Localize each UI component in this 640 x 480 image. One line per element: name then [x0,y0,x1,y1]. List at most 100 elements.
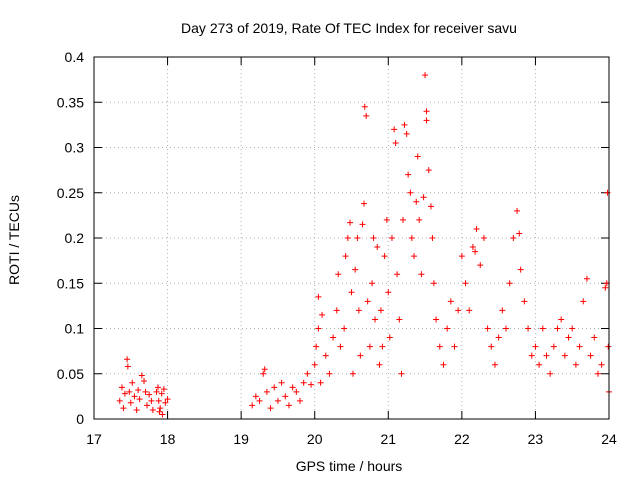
y-tick-label: 0.15 [57,275,84,291]
data-point [516,230,523,237]
grid-lines [94,57,609,419]
data-point [521,298,528,305]
data-point [605,343,612,350]
data-point [131,393,138,400]
data-point [569,325,576,332]
data-point [363,112,370,119]
data-point [386,334,393,341]
data-point [528,352,535,359]
data-point [159,411,166,418]
data-point [142,388,149,395]
data-point [282,393,289,400]
data-point [133,406,140,413]
data-point [162,399,169,406]
data-point [414,153,421,160]
data-point [451,343,458,350]
data-point [366,343,373,350]
data-point [156,408,163,415]
data-point [249,402,256,409]
data-point [370,235,377,241]
data-point [503,325,509,332]
data-point [525,325,532,332]
data-point [297,397,303,404]
data-point [385,289,392,296]
data-point [539,325,546,332]
data-point [462,280,469,287]
data-point [583,275,590,282]
data-point [458,253,465,260]
data-point [565,334,572,341]
data-point [341,325,348,332]
data-point [510,235,517,241]
data-point [423,117,430,124]
data-point [158,390,165,397]
data-point [423,108,430,115]
data-point [480,235,487,241]
x-tick-label: 18 [160,431,176,447]
data-point [587,352,594,359]
data-point [135,387,142,394]
data-point [517,266,524,273]
data-point [420,194,427,201]
x-tick-label: 24 [601,431,617,447]
data-point [580,298,587,305]
data-point [576,343,583,350]
y-tick-label: 0.05 [57,366,84,382]
data-point [391,126,398,133]
data-point [315,325,322,332]
y-axis-label: ROTI / TECUs [6,195,22,285]
x-tick-label: 22 [454,431,470,447]
y-tick-label: 0.2 [65,230,85,246]
data-point [153,388,160,395]
data-point [591,334,598,341]
x-tick-label: 17 [86,431,102,447]
data-point [444,325,451,332]
data-point [469,244,476,251]
data-point [319,311,326,318]
data-point [561,352,568,359]
data-point [311,361,318,368]
data-point [436,343,443,350]
data-point [430,280,437,287]
data-point [405,171,412,178]
data-point [372,316,379,323]
data-point [148,397,155,404]
y-tick-label: 0.35 [57,94,84,110]
data-point [455,307,462,314]
data-point [164,396,171,403]
y-tick-label: 0.3 [65,140,85,156]
data-point [594,370,601,377]
data-point [359,221,366,228]
data-point [418,271,425,278]
data-point [118,384,125,391]
data-point [124,356,131,363]
data-point [347,219,354,226]
data-point [377,307,384,314]
data-points [116,72,612,418]
data-point [121,390,128,397]
data-point [396,316,403,323]
data-point [499,307,506,314]
x-axis-label: GPS time / hours [296,458,403,474]
data-point [532,343,539,350]
data-point [408,235,415,241]
data-point [440,361,447,368]
data-point [349,370,356,377]
data-point [308,381,315,388]
data-point [425,167,432,174]
data-point [447,298,454,305]
data-point [129,379,136,386]
data-point [403,130,410,137]
data-point [376,361,383,368]
data-point [322,352,329,359]
data-point [155,397,162,404]
data-point [342,253,349,260]
data-point [138,372,145,379]
data-point [427,203,434,210]
data-point [335,271,342,278]
x-tick-labels: 17 18 19 20 21 22 23 24 [86,431,617,447]
data-point [141,377,148,384]
y-tick-label: 0.25 [57,185,84,201]
data-point [293,388,300,395]
